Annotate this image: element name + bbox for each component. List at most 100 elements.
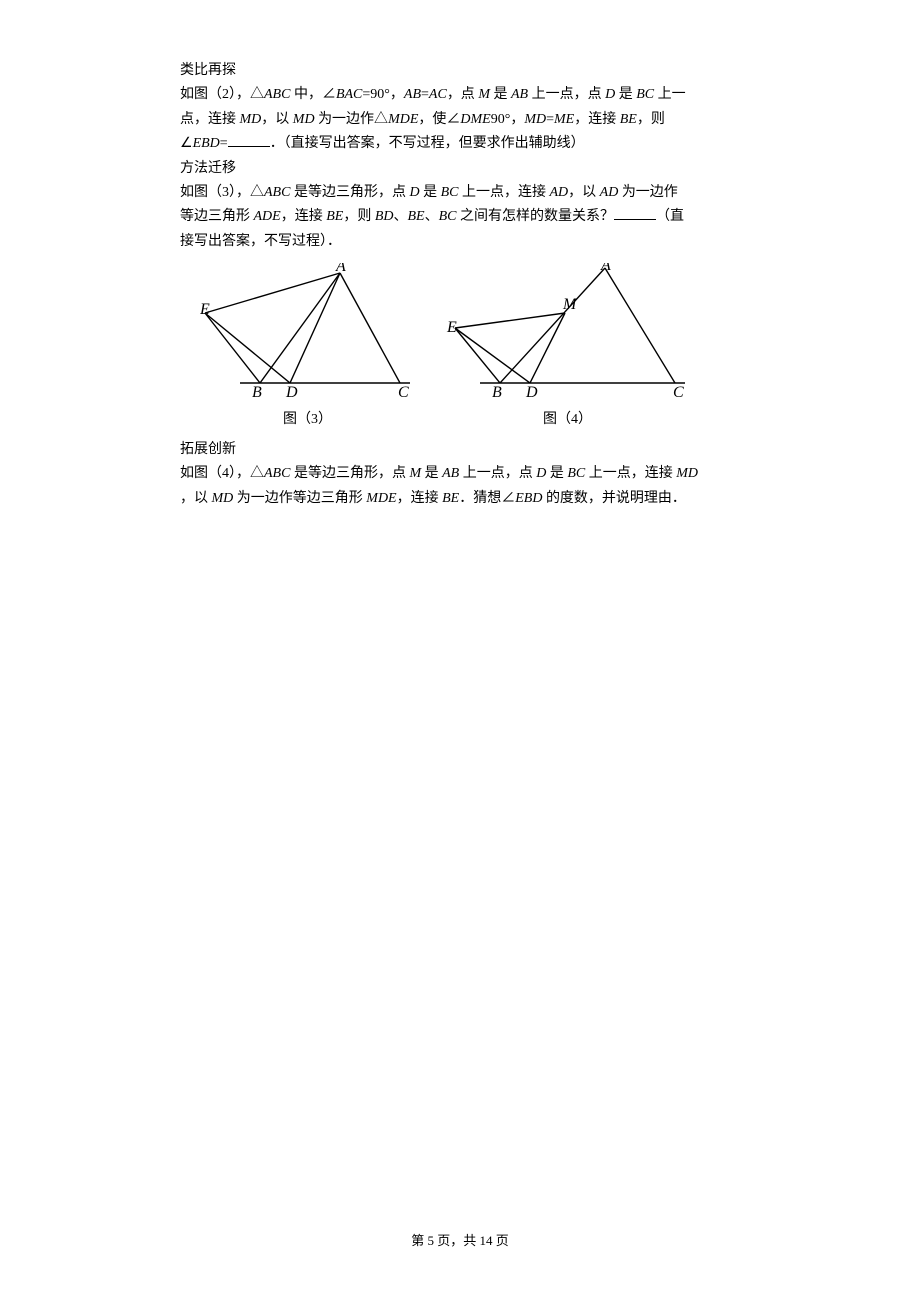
text: 上一点，连接 bbox=[458, 185, 549, 200]
svg-text:D: D bbox=[285, 384, 298, 398]
var: MD bbox=[524, 112, 546, 127]
text: ，以 bbox=[180, 491, 212, 506]
footer-text: 页，共 bbox=[434, 1233, 480, 1248]
text: =90°， bbox=[362, 87, 404, 102]
section3-line2: ，以 MD 为一边作等边三角形 MDE，连接 BE．猜想∠EBD 的度数，并说明… bbox=[180, 488, 735, 510]
var: MD bbox=[676, 466, 698, 481]
svg-text:C: C bbox=[673, 384, 684, 398]
text: 的度数，并说明理由． bbox=[542, 491, 686, 506]
var: D bbox=[605, 87, 615, 102]
svg-text:M: M bbox=[562, 296, 578, 313]
var: ABC bbox=[264, 87, 290, 102]
var: BC bbox=[441, 185, 459, 200]
section3-line1: 如图（4），△ABC 是等边三角形，点 M 是 AB 上一点，点 D 是 BC … bbox=[180, 463, 735, 485]
section1-heading: 类比再探 bbox=[180, 60, 735, 82]
figure-4-caption: 图（4） bbox=[445, 409, 690, 431]
var: BC bbox=[636, 87, 654, 102]
text: 90°， bbox=[491, 112, 525, 127]
text: 为一边作△ bbox=[315, 112, 389, 127]
section1-line2: 点，连接 MD，以 MD 为一边作△MDE，使∠DME90°，MD=ME，连接 … bbox=[180, 109, 735, 131]
text: = bbox=[421, 87, 429, 102]
section2-heading: 方法迁移 bbox=[180, 158, 735, 180]
var: M bbox=[478, 87, 490, 102]
text: 为一边作等边三角形 bbox=[233, 491, 366, 506]
text: ，连接 bbox=[574, 112, 620, 127]
svg-text:A: A bbox=[600, 263, 611, 274]
var: AD bbox=[549, 185, 568, 200]
page-content: 类比再探 如图（2），△ABC 中，∠BAC=90°，AB=AC，点 M 是 A… bbox=[0, 0, 920, 510]
svg-text:E: E bbox=[446, 319, 457, 336]
text: ．猜想∠ bbox=[459, 491, 515, 506]
figure-4: A B C D E M 图（4） bbox=[445, 263, 690, 431]
text: ，使∠ bbox=[418, 112, 460, 127]
text: 之间有怎样的数量关系？ bbox=[457, 209, 615, 224]
text: ，以 bbox=[568, 185, 600, 200]
var: ADE bbox=[254, 209, 281, 224]
var: EBD bbox=[193, 136, 220, 151]
text: 是等边三角形，点 bbox=[290, 185, 409, 200]
text: 中，∠ bbox=[290, 87, 336, 102]
text: = bbox=[220, 136, 228, 151]
text: 如图（3），△ bbox=[180, 185, 264, 200]
var: MDE bbox=[366, 491, 396, 506]
var: BE bbox=[326, 209, 343, 224]
var: EBD bbox=[515, 491, 542, 506]
var: BE bbox=[442, 491, 459, 506]
text: ∠ bbox=[180, 136, 193, 151]
answer-blank bbox=[228, 133, 270, 147]
text: ，连接 bbox=[281, 209, 327, 224]
var: AB bbox=[404, 87, 421, 102]
section2-line2: 等边三角形 ADE，连接 BE，则 BD、BE、BC 之间有怎样的数量关系？（直 bbox=[180, 206, 735, 228]
page-total: 14 bbox=[480, 1233, 493, 1248]
figure-3-svg: A B C D E bbox=[200, 263, 415, 398]
text: 是 bbox=[420, 185, 441, 200]
svg-text:B: B bbox=[252, 384, 262, 398]
figure-3-caption: 图（3） bbox=[200, 409, 415, 431]
var: BAC bbox=[336, 87, 362, 102]
section2-line3: 接写出答案，不写过程）． bbox=[180, 231, 735, 253]
var: MD bbox=[293, 112, 315, 127]
text: 上一 bbox=[654, 87, 686, 102]
text: 为一边作 bbox=[618, 185, 678, 200]
text: 、 bbox=[394, 209, 408, 224]
text: = bbox=[546, 112, 554, 127]
text: ，点 bbox=[447, 87, 479, 102]
var: M bbox=[409, 466, 421, 481]
text: 是 bbox=[546, 466, 567, 481]
var: BE bbox=[620, 112, 637, 127]
section1-line1: 如图（2），△ABC 中，∠BAC=90°，AB=AC，点 M 是 AB 上一点… bbox=[180, 84, 735, 106]
var: D bbox=[409, 185, 419, 200]
svg-text:B: B bbox=[492, 384, 502, 398]
svg-text:C: C bbox=[398, 384, 409, 398]
svg-text:D: D bbox=[525, 384, 538, 398]
text: ，则 bbox=[343, 209, 375, 224]
text: 是等边三角形，点 bbox=[290, 466, 409, 481]
section3-heading: 拓展创新 bbox=[180, 439, 735, 461]
var: ABC bbox=[264, 185, 290, 200]
text: 、 bbox=[425, 209, 439, 224]
var: BC bbox=[567, 466, 585, 481]
svg-text:A: A bbox=[335, 263, 346, 275]
text: 点，连接 bbox=[180, 112, 240, 127]
figures-row: A B C D E 图（3） A B C D E M 图（4） bbox=[200, 263, 735, 431]
text: 上一点，连接 bbox=[585, 466, 676, 481]
var: BE bbox=[408, 209, 425, 224]
text: 如图（2），△ bbox=[180, 87, 264, 102]
var: BC bbox=[439, 209, 457, 224]
text: ．（直接写出答案，不写过程，但要求作出辅助线） bbox=[270, 136, 585, 151]
text: 是 bbox=[421, 466, 442, 481]
page-footer: 第 5 页，共 14 页 bbox=[0, 1230, 920, 1249]
text: （直 bbox=[656, 209, 684, 224]
var: ABC bbox=[264, 466, 290, 481]
svg-text:E: E bbox=[200, 301, 210, 318]
var: AC bbox=[429, 87, 447, 102]
text: ，连接 bbox=[397, 491, 443, 506]
var: D bbox=[536, 466, 546, 481]
text: 上一点，点 bbox=[528, 87, 605, 102]
footer-text: 页 bbox=[493, 1233, 509, 1248]
section1-line3: ∠EBD= ．（直接写出答案，不写过程，但要求作出辅助线） bbox=[180, 133, 735, 155]
footer-text: 第 bbox=[411, 1233, 427, 1248]
var: AB bbox=[511, 87, 528, 102]
var: AB bbox=[442, 466, 459, 481]
section2-line1: 如图（3），△ABC 是等边三角形，点 D 是 BC 上一点，连接 AD，以 A… bbox=[180, 182, 735, 204]
